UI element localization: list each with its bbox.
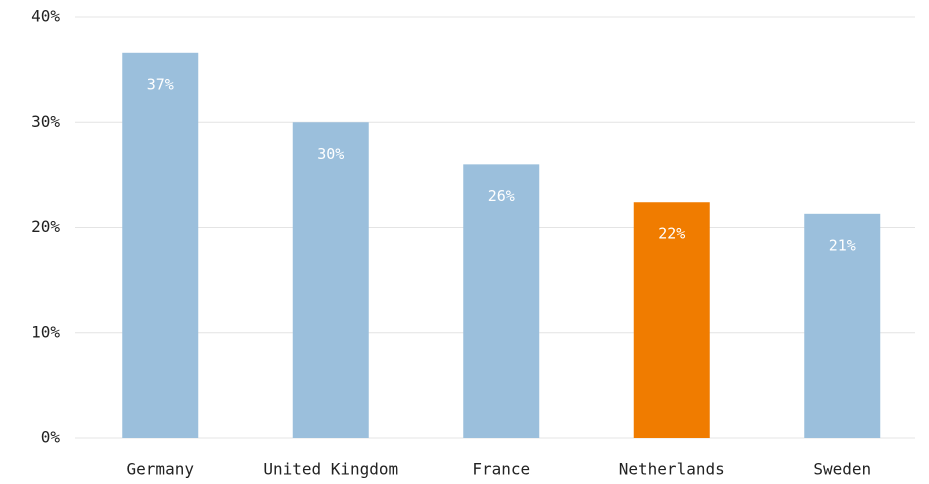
bar bbox=[122, 52, 199, 438]
x-tick-label: France bbox=[472, 460, 530, 479]
value-label: 22% bbox=[658, 225, 685, 243]
value-label: 37% bbox=[147, 75, 174, 93]
x-tick-label: Netherlands bbox=[619, 460, 725, 479]
bar bbox=[633, 202, 710, 438]
x-tick-label: Sweden bbox=[813, 460, 871, 479]
bar bbox=[463, 164, 540, 438]
bar bbox=[292, 122, 369, 438]
y-tick-label: 10% bbox=[31, 322, 60, 341]
x-tick-label: United Kingdom bbox=[263, 460, 398, 479]
value-label: 21% bbox=[829, 236, 856, 254]
value-label: 26% bbox=[488, 187, 515, 205]
y-tick-label: 30% bbox=[31, 112, 60, 131]
y-tick-label: 40% bbox=[31, 7, 60, 26]
value-label: 30% bbox=[317, 145, 344, 163]
y-tick-label: 0% bbox=[41, 428, 61, 447]
y-tick-label: 20% bbox=[31, 217, 60, 236]
x-tick-label: Germany bbox=[127, 460, 195, 479]
bar bbox=[804, 213, 881, 438]
